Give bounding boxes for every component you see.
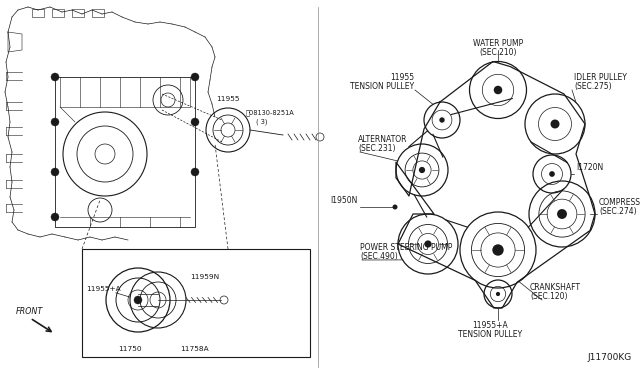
Text: I1720N: I1720N: [576, 163, 604, 172]
Text: COMPRESSOR: COMPRESSOR: [599, 198, 640, 207]
Bar: [82, 249, 310, 357]
Text: 11955: 11955: [216, 96, 240, 102]
Text: ( 3): ( 3): [256, 119, 268, 125]
Circle shape: [549, 171, 555, 177]
Text: CRANKSHAFT: CRANKSHAFT: [530, 283, 581, 292]
Circle shape: [439, 117, 445, 123]
Text: IDLER PULLEY: IDLER PULLEY: [574, 73, 627, 82]
Circle shape: [493, 86, 502, 94]
Text: 11955+A: 11955+A: [472, 321, 508, 330]
Circle shape: [191, 168, 199, 176]
Text: (SEC.274): (SEC.274): [599, 207, 637, 216]
Text: (SEC.231): (SEC.231): [358, 144, 396, 153]
Text: ALTERNATOR: ALTERNATOR: [358, 135, 408, 144]
Text: (SEC.210): (SEC.210): [479, 48, 516, 57]
Text: Ⓑ08130-8251A: Ⓑ08130-8251A: [246, 109, 295, 116]
Circle shape: [134, 296, 142, 304]
Text: POWER STEERING PUMP: POWER STEERING PUMP: [360, 243, 452, 252]
Text: 11955: 11955: [390, 73, 414, 82]
Circle shape: [191, 118, 199, 126]
Text: TENSION PULLEY: TENSION PULLEY: [350, 82, 414, 91]
Circle shape: [557, 209, 567, 219]
Bar: [92, 9, 104, 17]
Circle shape: [550, 119, 559, 128]
Circle shape: [424, 240, 431, 248]
Circle shape: [51, 118, 59, 126]
Text: 11955+A: 11955+A: [86, 286, 120, 292]
Bar: [52, 9, 64, 17]
Text: 11750: 11750: [118, 346, 142, 352]
Circle shape: [419, 167, 425, 173]
Text: (SEC.275): (SEC.275): [574, 82, 612, 91]
Circle shape: [191, 73, 199, 81]
Text: TENSION PULLEY: TENSION PULLEY: [458, 330, 522, 339]
Circle shape: [392, 205, 397, 209]
Text: 11758A: 11758A: [180, 346, 209, 352]
Circle shape: [51, 73, 59, 81]
Circle shape: [496, 292, 500, 296]
Text: (SEC.120): (SEC.120): [530, 292, 568, 301]
Circle shape: [492, 244, 504, 256]
Text: FRONT: FRONT: [16, 308, 44, 317]
Text: WATER PUMP: WATER PUMP: [473, 38, 523, 48]
Text: J11700KG: J11700KG: [588, 353, 632, 362]
Text: 11959N: 11959N: [190, 274, 219, 280]
Circle shape: [51, 168, 59, 176]
Text: (SEC.490): (SEC.490): [360, 252, 397, 261]
Bar: [72, 9, 84, 17]
Bar: [32, 9, 44, 17]
Circle shape: [51, 213, 59, 221]
Text: I1950N: I1950N: [331, 196, 358, 205]
